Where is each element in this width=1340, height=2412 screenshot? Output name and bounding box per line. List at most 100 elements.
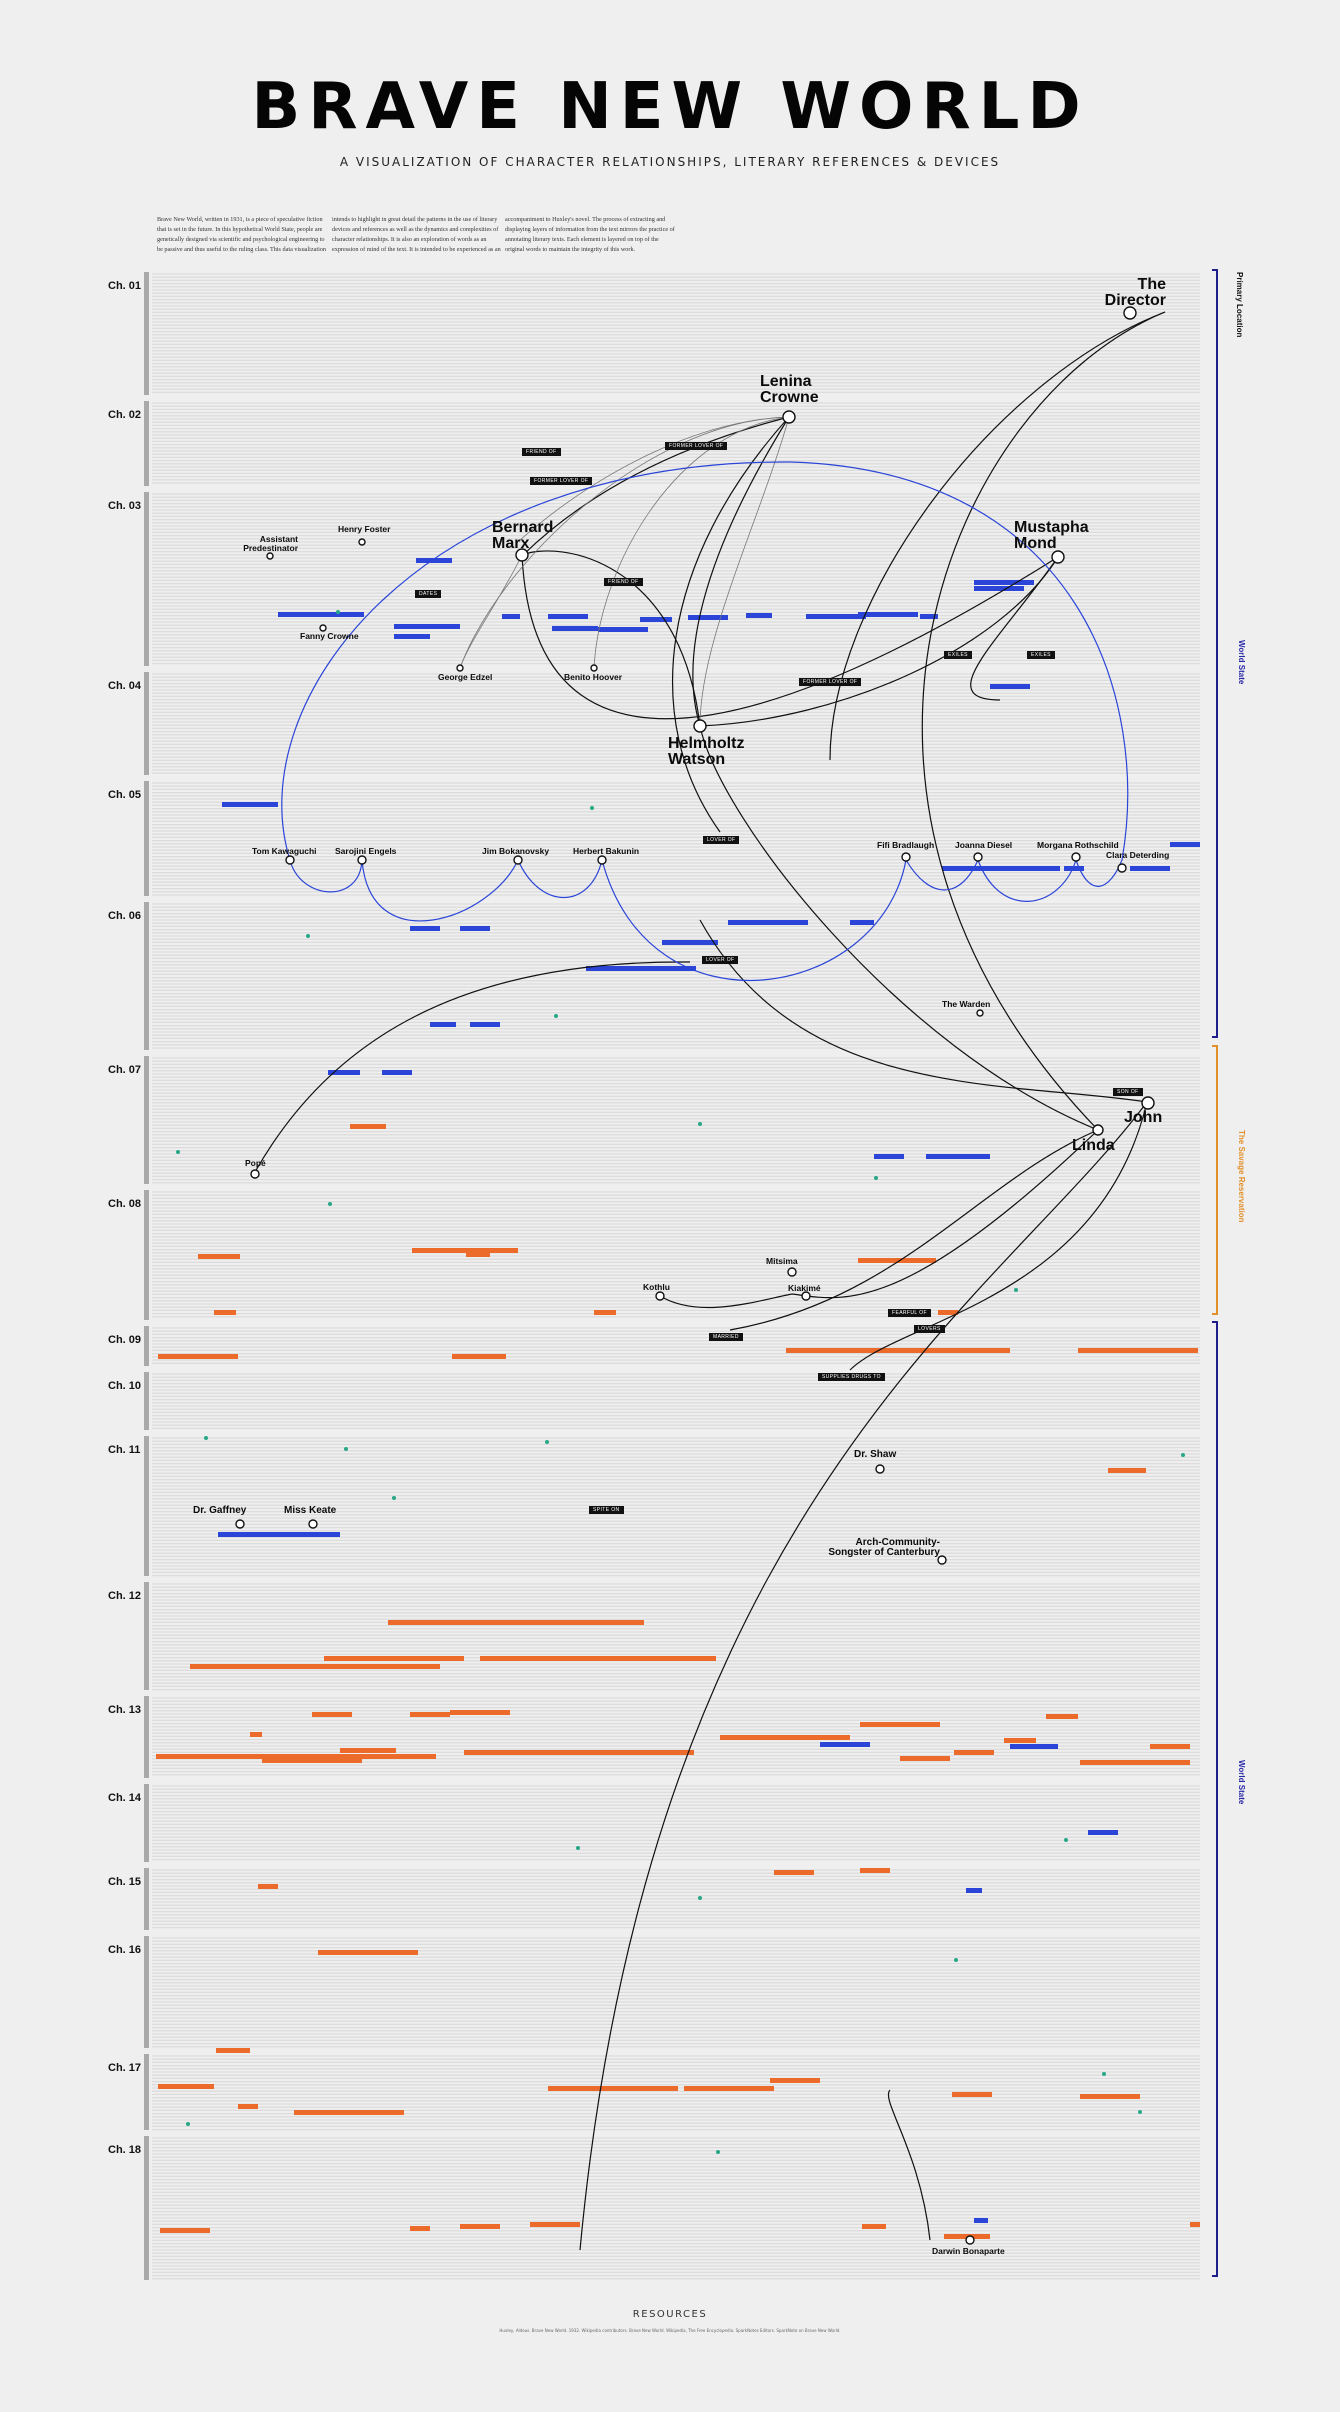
chapter-spine (144, 1936, 149, 2048)
char-dr-shaw: Dr. Shaw (854, 1449, 897, 1460)
group-arc (361, 859, 519, 922)
page-title: BRAVE NEW WORLD (251, 70, 1089, 144)
world-state-marker (460, 926, 490, 931)
reservation-marker (250, 1732, 262, 1737)
reservation-marker (1080, 2094, 1140, 2099)
relation-arc (692, 416, 790, 727)
char-fanny-crowne: Fanny Crowne (300, 631, 359, 641)
location-bracket (1212, 1045, 1218, 1315)
relation-arc (970, 556, 1059, 701)
reservation-marker (548, 2086, 678, 2091)
reservation-marker (216, 2048, 250, 2053)
world-state-marker (942, 866, 1060, 871)
group-arc (977, 859, 1077, 902)
chapter-label: Ch. 01 (108, 280, 142, 292)
relation-arc (729, 1129, 1099, 1331)
reservation-marker (1004, 1738, 1036, 1743)
chapter-spine (144, 1326, 149, 1366)
world-state-marker (470, 1022, 500, 1027)
character-node (1051, 550, 1065, 564)
device-dot (186, 2122, 190, 2126)
character-node (973, 852, 983, 862)
reservation-marker (860, 1868, 890, 1873)
reservation-marker (214, 1310, 236, 1315)
character-node (782, 410, 796, 424)
reservation-marker (1046, 1714, 1078, 1719)
reservation-marker (862, 2224, 886, 2229)
char-john: John (1124, 1109, 1163, 1126)
reservation-marker (190, 1664, 440, 1669)
relation-arc (791, 1129, 1099, 1299)
reservation-marker (1080, 1760, 1190, 1765)
chapter-label: Ch. 04 (108, 680, 142, 692)
world-state-marker (874, 1154, 904, 1159)
reservation-marker (594, 1310, 616, 1315)
device-dot (1064, 1838, 1068, 1842)
reservation-marker (410, 2226, 430, 2231)
relation-arc (671, 416, 790, 833)
character-node (235, 1519, 245, 1529)
chapter-label: Ch. 15 (108, 1876, 142, 1888)
character-node (787, 1267, 797, 1277)
world-state-marker (746, 613, 772, 618)
device-dot (698, 1896, 702, 1900)
chapter-label: Ch. 16 (108, 1944, 142, 1956)
relation-arc-thin (459, 554, 523, 669)
char-lenina-crowne: Lenina Crowne (760, 373, 819, 406)
relation-arc (849, 1101, 1148, 1371)
chapter-spine (144, 1582, 149, 1690)
device-dot (698, 1122, 702, 1126)
reservation-marker (774, 1870, 814, 1875)
reservation-marker (340, 1748, 396, 1753)
relation-arc (699, 556, 1059, 727)
char-tom-kawaguchi: Tom Kawaguchi (252, 846, 317, 856)
intro-paragraph-2: intends to highlight in great detail the… (332, 216, 501, 253)
device-dot (176, 1150, 180, 1154)
chapter-spine (144, 902, 149, 1050)
chapter-spine (144, 781, 149, 896)
world-state-marker (416, 558, 452, 563)
char-henry-foster: Henry Foster (338, 524, 391, 534)
chapter-spine (144, 1868, 149, 1930)
char-arch-community-songster: Arch-Community-Songster of Canterbury (828, 1537, 940, 1558)
chapter-spine (144, 2136, 149, 2280)
character-node (515, 548, 529, 562)
world-state-marker (1170, 842, 1200, 847)
chapter-label: Ch. 03 (108, 500, 142, 512)
world-state-marker (1088, 1830, 1118, 1835)
character-node (1141, 1096, 1155, 1110)
group-arc (281, 461, 1129, 861)
character-node (1117, 863, 1127, 873)
char-jim-bokanovsky: Jim Bokanovsky (482, 846, 550, 856)
relation-arc (887, 2089, 931, 2241)
location-bracket (1212, 1321, 1218, 2277)
world-state-marker (920, 614, 938, 619)
world-state-marker (502, 614, 520, 619)
character-node (357, 855, 367, 865)
reservation-marker (938, 1310, 958, 1315)
device-dot (328, 1202, 332, 1206)
chapter-label: Ch. 02 (108, 409, 142, 421)
reservation-marker (1190, 2222, 1200, 2227)
world-state-marker (394, 634, 430, 639)
reservation-marker (412, 1248, 518, 1253)
reservation-marker (324, 1656, 464, 1661)
char-helmholtz-watson: Helmholtz Watson (668, 735, 745, 768)
world-state-marker (1130, 866, 1170, 871)
world-state-marker (858, 612, 918, 617)
side-label-world-state: World State (1237, 1760, 1246, 1805)
chapter-spine (144, 1436, 149, 1576)
device-dot (1138, 2110, 1142, 2114)
char-joanna-diesel: Joanna Diesel (955, 840, 1013, 850)
reservation-marker (350, 1124, 386, 1129)
world-state-marker (806, 614, 866, 619)
character-node (875, 1464, 885, 1474)
world-state-marker (966, 1888, 982, 1893)
character-node (513, 855, 523, 865)
char-kothlu: Kothlu (643, 1282, 670, 1292)
world-state-marker (410, 926, 440, 931)
char-assistant-predestinator: Assistant Predestinator (243, 534, 298, 553)
reservation-marker (238, 2104, 258, 2109)
reservation-marker (860, 1722, 940, 1727)
